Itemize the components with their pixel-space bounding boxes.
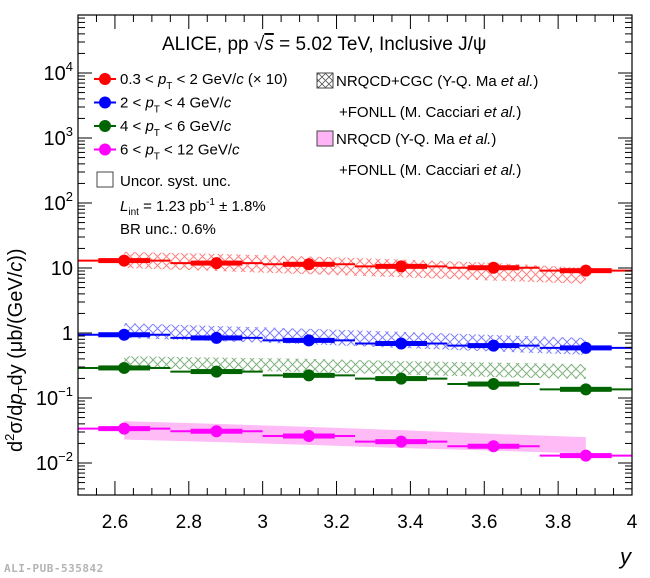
y-tick-label: 102 bbox=[44, 189, 73, 215]
series-3 bbox=[78, 422, 632, 462]
y-tick-label: 104 bbox=[44, 59, 73, 85]
data-point bbox=[118, 361, 131, 374]
legend-entry-0: 0.3 < pT < 2 GeV/c (× 10) bbox=[94, 71, 287, 92]
legend-label: 2 < pT < 4 GeV/c bbox=[120, 95, 232, 116]
data-point bbox=[579, 449, 592, 462]
legend-marker-icon bbox=[99, 96, 111, 109]
legend-label: 0.3 < pT < 2 GeV/c (× 10) bbox=[120, 71, 287, 92]
legend-br: BR unc.: 0.6% bbox=[120, 221, 216, 238]
model-band-2 bbox=[124, 356, 586, 380]
y-tick-label: 103 bbox=[44, 124, 73, 150]
legend-marker-icon bbox=[99, 73, 111, 85]
y-axis-title: d2σ/dpTdy (μb/(GeV/c)) bbox=[2, 248, 30, 452]
data-point bbox=[302, 334, 315, 347]
syst-box-icon bbox=[96, 171, 114, 188]
legend-label: 4 < pT < 6 GeV/c bbox=[120, 118, 232, 139]
data-point bbox=[210, 365, 223, 378]
x-tick-label: 3.8 bbox=[545, 512, 571, 533]
data-point bbox=[302, 369, 315, 382]
data-point bbox=[118, 254, 131, 267]
series-1 bbox=[78, 328, 632, 354]
data-point bbox=[395, 260, 408, 273]
data-point bbox=[487, 261, 500, 274]
y-tick-label: 10 bbox=[51, 258, 73, 280]
data-point bbox=[487, 440, 500, 453]
legend-syst: Uncor. syst. unc. bbox=[120, 173, 231, 190]
legend-model-2-line1: NRQCD (Y-Q. Ma et al.) bbox=[336, 131, 496, 148]
legend-lumi: Lint = 1.23 pb-1 ± 1.8% bbox=[120, 197, 266, 218]
data-point bbox=[395, 435, 408, 448]
data-series bbox=[78, 254, 632, 462]
x-tick-label: 3.6 bbox=[471, 512, 497, 533]
data-point bbox=[579, 383, 592, 396]
legend-marker-icon bbox=[99, 143, 111, 156]
x-tick-label: 4 bbox=[627, 512, 638, 533]
x-tick-label: 2.6 bbox=[102, 512, 128, 533]
data-point bbox=[302, 258, 315, 271]
data-point bbox=[118, 328, 131, 341]
data-point bbox=[395, 372, 408, 385]
axes: 2.6 2.8 3 3.2 3.4 3.6 3.8 4 10−2 10−1 1 10 102 103 104 bbox=[36, 14, 638, 533]
chart-title: ALICE, pp √s = 5.02 TeV, Inclusive J/ψ bbox=[162, 34, 486, 55]
data-point bbox=[395, 337, 408, 350]
y-tick-label: 1 bbox=[62, 323, 73, 345]
legend: 0.3 < pT < 2 GeV/c (× 10) 2 < pT < 4 GeV/… bbox=[94, 71, 538, 238]
y-tick-label: 10−1 bbox=[36, 384, 73, 410]
model-bands bbox=[124, 251, 586, 454]
data-point bbox=[579, 264, 592, 277]
legend-entry-3: 6 < pT < 12 GeV/c bbox=[94, 142, 240, 163]
legend-label: 6 < pT < 12 GeV/c bbox=[120, 142, 240, 163]
legend-entry-2: 4 < pT < 6 GeV/c bbox=[94, 118, 232, 139]
y-tick-label: 10−2 bbox=[36, 449, 73, 475]
x-axis-title: y bbox=[618, 544, 633, 569]
data-point bbox=[118, 422, 131, 435]
data-point bbox=[210, 331, 223, 344]
x-tick-label: 2.8 bbox=[176, 512, 202, 533]
x-tick-label: 3.4 bbox=[397, 512, 424, 533]
legend-model-1-line1: NRQCD+CGC (Y-Q. Ma et al.) bbox=[336, 73, 538, 90]
hatched-box-icon bbox=[316, 72, 334, 89]
x-tick-label: 3.2 bbox=[323, 512, 349, 533]
x-tick-label: 3 bbox=[257, 512, 268, 533]
data-point bbox=[302, 430, 315, 443]
filled-box-icon bbox=[316, 130, 334, 147]
watermark: ALI-PUB-535842 bbox=[4, 562, 104, 575]
data-point bbox=[487, 339, 500, 352]
model-band-0 bbox=[124, 251, 586, 284]
legend-model-2-line2: +FONLL (M. Cacciari et al.) bbox=[339, 162, 521, 179]
legend-entry-1: 2 < pT < 4 GeV/c bbox=[94, 95, 232, 116]
data-point bbox=[210, 425, 223, 438]
data-point bbox=[210, 257, 223, 270]
series-2 bbox=[78, 361, 632, 396]
series-0 bbox=[78, 254, 632, 277]
data-point bbox=[579, 341, 592, 354]
data-point bbox=[487, 378, 500, 391]
legend-marker-icon bbox=[99, 120, 111, 132]
legend-model-1-line2: +FONLL (M. Cacciari et al.) bbox=[339, 104, 521, 121]
